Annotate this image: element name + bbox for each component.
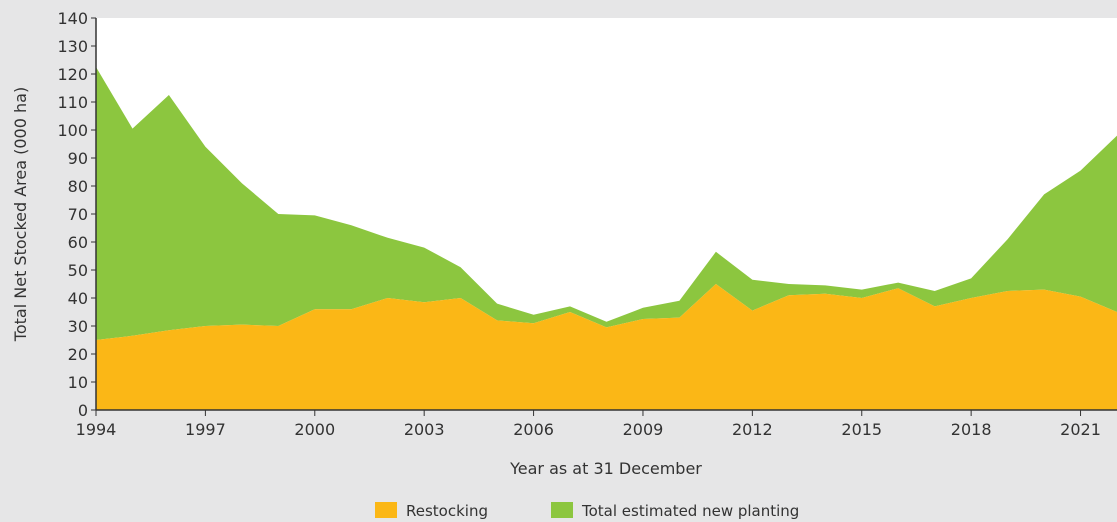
x-tick-label: 2003 bbox=[404, 420, 445, 439]
y-tick-label: 90 bbox=[68, 149, 88, 168]
y-tick-label: 130 bbox=[57, 37, 88, 56]
series-area-restocking bbox=[96, 284, 1117, 410]
y-tick-label: 100 bbox=[57, 121, 88, 140]
x-tick-label: 2015 bbox=[841, 420, 882, 439]
y-tick-label: 60 bbox=[68, 233, 88, 252]
y-tick-label: 120 bbox=[57, 65, 88, 84]
series-area-new-planting bbox=[96, 67, 1117, 340]
y-tick-label: 110 bbox=[57, 93, 88, 112]
x-axis-ticks: 1994 1997 2000 2003 2006 2009 2012 2015 2018 2021 bbox=[76, 410, 1101, 439]
y-tick-label: 20 bbox=[68, 345, 88, 364]
y-tick-label: 70 bbox=[68, 205, 88, 224]
x-tick-label: 1997 bbox=[185, 420, 226, 439]
y-tick-label: 10 bbox=[68, 373, 88, 392]
x-tick-label: 2012 bbox=[732, 420, 773, 439]
legend: Restocking Total estimated new planting bbox=[375, 502, 799, 520]
y-tick-label: 50 bbox=[68, 261, 88, 280]
legend-swatch-restocking bbox=[375, 502, 397, 518]
legend-label-new-planting: Total estimated new planting bbox=[581, 502, 799, 520]
x-tick-label: 2009 bbox=[623, 420, 664, 439]
legend-label-restocking: Restocking bbox=[406, 502, 488, 520]
y-tick-label: 30 bbox=[68, 317, 88, 336]
y-axis-ticks: 0 10 20 30 40 50 60 70 80 90 100 110 120 130 140 bbox=[57, 9, 96, 420]
y-tick-label: 0 bbox=[78, 401, 88, 420]
stacked-areas bbox=[96, 67, 1117, 410]
x-tick-label: 2018 bbox=[951, 420, 992, 439]
x-tick-label: 2021 bbox=[1060, 420, 1101, 439]
x-tick-label: 2006 bbox=[513, 420, 554, 439]
x-tick-label: 1994 bbox=[76, 420, 117, 439]
y-tick-label: 140 bbox=[57, 9, 88, 28]
legend-swatch-new-planting bbox=[551, 502, 573, 518]
x-tick-label: 2000 bbox=[294, 420, 335, 439]
y-tick-label: 40 bbox=[68, 289, 88, 308]
y-tick-label: 80 bbox=[68, 177, 88, 196]
y-axis-title: Total Net Stocked Area (000 ha) bbox=[11, 87, 30, 342]
x-axis-title: Year as at 31 December bbox=[509, 459, 702, 478]
